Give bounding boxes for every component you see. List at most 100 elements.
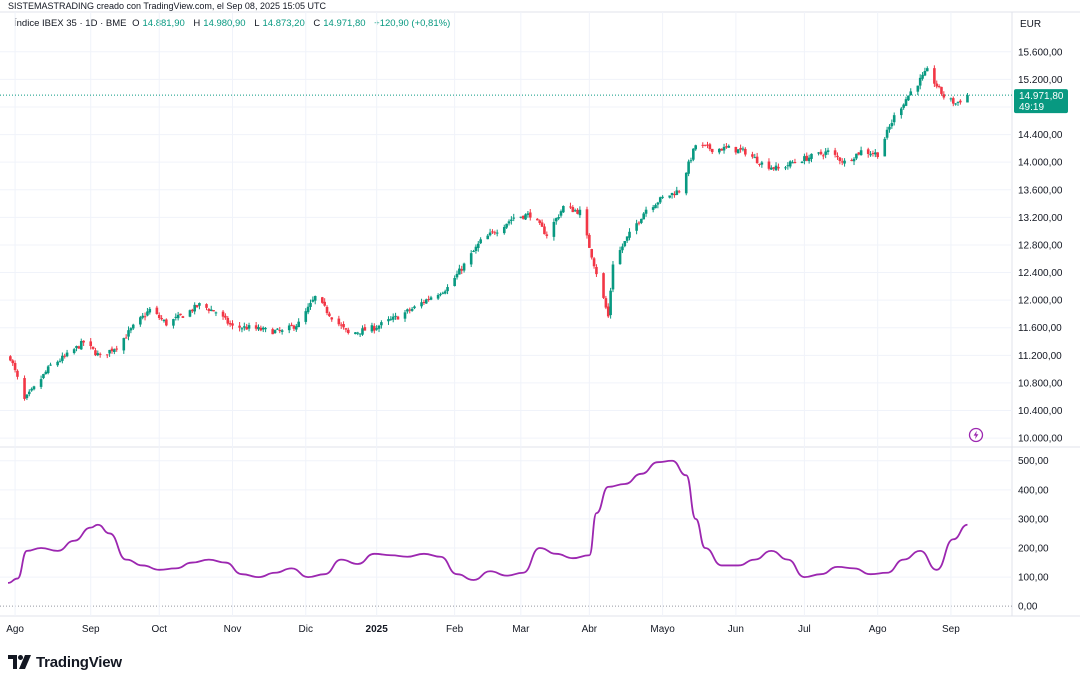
candle[interactable] bbox=[122, 337, 126, 354]
candle[interactable] bbox=[453, 275, 456, 287]
candle[interactable] bbox=[552, 218, 556, 241]
candle[interactable] bbox=[923, 67, 927, 77]
candle[interactable] bbox=[536, 218, 539, 221]
candle[interactable] bbox=[389, 316, 393, 321]
candle[interactable] bbox=[817, 152, 820, 156]
candle[interactable] bbox=[443, 289, 447, 295]
candle[interactable] bbox=[455, 270, 459, 280]
candle[interactable] bbox=[292, 324, 296, 331]
candle[interactable] bbox=[833, 147, 837, 158]
candle[interactable] bbox=[306, 303, 310, 315]
candle[interactable] bbox=[58, 358, 62, 363]
candle[interactable] bbox=[918, 74, 922, 90]
candle[interactable] bbox=[495, 229, 499, 237]
candle[interactable] bbox=[361, 325, 364, 336]
candle[interactable] bbox=[734, 146, 738, 155]
candle[interactable] bbox=[493, 230, 497, 235]
candle[interactable] bbox=[75, 345, 78, 352]
indicator-line[interactable] bbox=[7, 459, 968, 584]
candle[interactable] bbox=[16, 369, 19, 380]
candle[interactable] bbox=[313, 295, 317, 305]
candle[interactable] bbox=[791, 160, 794, 164]
candle[interactable] bbox=[578, 206, 582, 218]
candle[interactable] bbox=[330, 317, 334, 322]
candle[interactable] bbox=[502, 224, 506, 235]
candle[interactable] bbox=[344, 327, 348, 333]
candle[interactable] bbox=[143, 312, 147, 321]
candle[interactable] bbox=[559, 209, 563, 218]
candle[interactable] bbox=[209, 305, 213, 312]
candle[interactable] bbox=[257, 324, 260, 331]
candle[interactable] bbox=[188, 309, 192, 318]
candle[interactable] bbox=[777, 163, 780, 171]
candle[interactable] bbox=[439, 292, 442, 297]
candle[interactable] bbox=[736, 149, 740, 154]
candle[interactable] bbox=[772, 166, 775, 171]
candle[interactable] bbox=[852, 157, 856, 166]
candle[interactable] bbox=[323, 298, 326, 307]
candle[interactable] bbox=[751, 151, 754, 159]
candle[interactable] bbox=[526, 211, 530, 218]
candle[interactable] bbox=[625, 236, 629, 243]
candle[interactable] bbox=[356, 331, 360, 336]
candle[interactable] bbox=[261, 326, 265, 333]
candle[interactable] bbox=[885, 126, 889, 140]
candle[interactable] bbox=[231, 320, 234, 330]
candle[interactable] bbox=[486, 233, 490, 240]
candle[interactable] bbox=[61, 352, 64, 364]
candle[interactable] bbox=[224, 313, 227, 320]
candle[interactable] bbox=[63, 353, 67, 359]
candle[interactable] bbox=[942, 91, 946, 100]
candle[interactable] bbox=[247, 322, 251, 332]
candle[interactable] bbox=[673, 191, 676, 198]
candle[interactable] bbox=[543, 223, 546, 235]
candle[interactable] bbox=[819, 149, 823, 156]
candle[interactable] bbox=[694, 144, 697, 151]
candle[interactable] bbox=[474, 244, 478, 254]
candle[interactable] bbox=[687, 159, 690, 177]
candle[interactable] bbox=[309, 299, 312, 310]
candle[interactable] bbox=[488, 228, 492, 237]
candle[interactable] bbox=[519, 216, 523, 219]
candle[interactable] bbox=[429, 295, 433, 301]
candle[interactable] bbox=[141, 312, 145, 320]
candle[interactable] bbox=[94, 347, 97, 357]
candle[interactable] bbox=[396, 315, 400, 320]
candle[interactable] bbox=[710, 148, 714, 155]
candle[interactable] bbox=[245, 323, 248, 330]
candle[interactable] bbox=[644, 206, 648, 217]
candle[interactable] bbox=[394, 312, 397, 320]
candle[interactable] bbox=[129, 327, 133, 334]
candle[interactable] bbox=[843, 158, 846, 167]
candle[interactable] bbox=[873, 149, 877, 158]
candle[interactable] bbox=[354, 332, 357, 335]
candle[interactable] bbox=[460, 265, 464, 275]
candle[interactable] bbox=[271, 327, 274, 335]
tradingview-logo[interactable]: TradingView bbox=[8, 653, 122, 671]
candle[interactable] bbox=[391, 313, 395, 323]
currency-label[interactable]: EUR bbox=[1020, 19, 1041, 30]
candle[interactable] bbox=[744, 147, 747, 157]
candle[interactable] bbox=[810, 153, 813, 163]
candle[interactable] bbox=[325, 305, 329, 316]
candle[interactable] bbox=[966, 92, 969, 103]
candle[interactable] bbox=[902, 103, 905, 110]
candle[interactable] bbox=[760, 160, 764, 168]
candle[interactable] bbox=[640, 218, 643, 225]
candle[interactable] bbox=[609, 287, 612, 319]
candle[interactable] bbox=[592, 256, 596, 269]
candle[interactable] bbox=[805, 152, 809, 162]
candle[interactable] bbox=[174, 313, 178, 321]
candle[interactable] bbox=[718, 148, 721, 155]
candle[interactable] bbox=[96, 350, 100, 357]
candle[interactable] bbox=[512, 213, 516, 222]
symbol-label[interactable]: Índice IBEX 35 · 1D · BME bbox=[14, 18, 127, 29]
candle[interactable] bbox=[259, 325, 263, 332]
candle[interactable] bbox=[181, 315, 185, 318]
candle[interactable] bbox=[240, 327, 244, 333]
candle[interactable] bbox=[108, 349, 111, 357]
candle[interactable] bbox=[951, 96, 955, 107]
candle[interactable] bbox=[342, 321, 345, 330]
candle[interactable] bbox=[937, 84, 941, 89]
